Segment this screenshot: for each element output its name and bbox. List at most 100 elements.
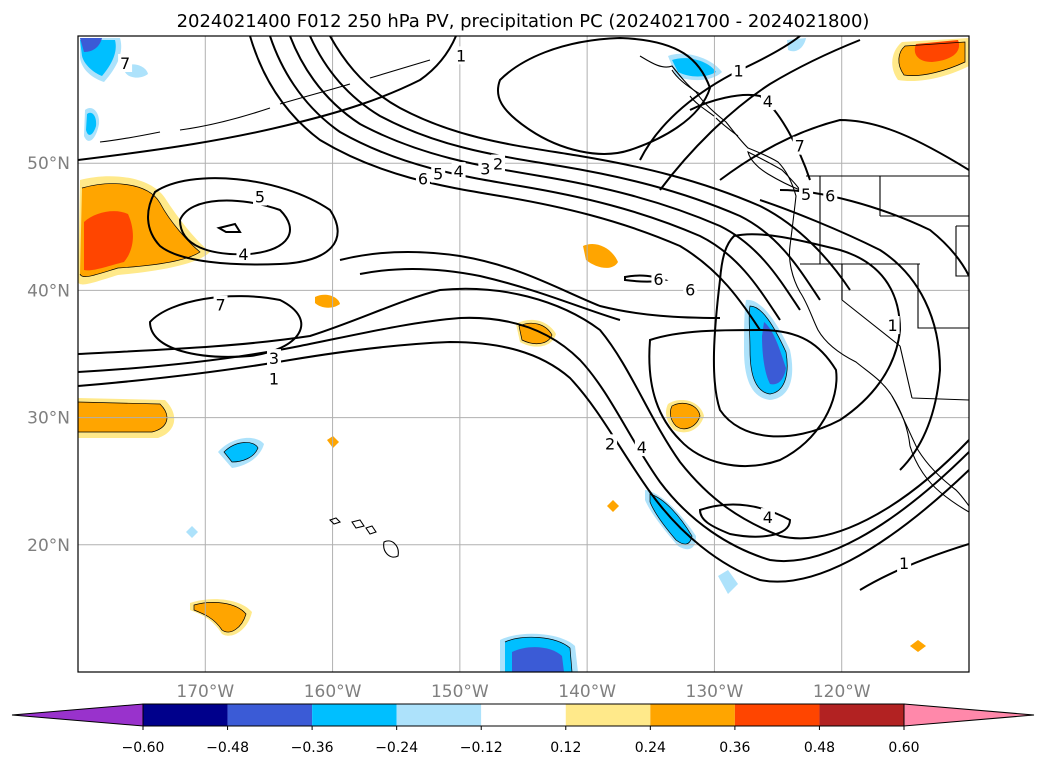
x-tick-label: 160°W (304, 682, 362, 702)
precip-anomaly-positive (583, 243, 618, 268)
pv-contour (249, 36, 761, 331)
contour-label-bg (897, 553, 912, 572)
colorbar-segment (143, 704, 228, 726)
precip-anomaly-positive (78, 402, 167, 432)
pv-contour (289, 36, 801, 311)
contour-label-bg (267, 369, 282, 388)
pv-contour (719, 118, 969, 181)
contour-label-bg (683, 280, 698, 299)
precip-outline (518, 322, 553, 345)
contour-label-bg (792, 136, 807, 155)
colorbar-tick-label: 0.60 (888, 740, 919, 756)
pv-contour (78, 340, 969, 583)
latitude-tick-labels: 50°N 40°N 30°N 20°N (27, 154, 70, 556)
contour-label: 1 (888, 316, 898, 335)
pv-contour (216, 222, 242, 233)
precip-anomaly-negative (186, 526, 198, 538)
pv-contour (329, 36, 851, 291)
precip-outline (78, 401, 168, 433)
contour-label: 7 (120, 54, 130, 73)
contour-label-bg (731, 61, 746, 80)
colorbar-tick-label: −0.48 (206, 740, 249, 756)
pv-contour (147, 177, 339, 266)
contour-label-bg (118, 53, 133, 72)
colorbar-segment (227, 704, 313, 726)
precip-anomaly-negative (224, 442, 258, 462)
precip-outline (898, 41, 966, 76)
contour-label-bg (885, 316, 900, 335)
precip-anomaly-positive (607, 500, 619, 512)
pv-contour (339, 250, 721, 319)
pv-contour (178, 199, 291, 256)
precip-outline (223, 442, 259, 463)
pv-contour (859, 543, 969, 591)
x-tick-label: 140°W (558, 682, 616, 702)
contour-label: 4 (238, 245, 248, 264)
precip-outlines (78, 41, 966, 672)
colorbar-tick-label: −0.12 (460, 740, 503, 756)
colorbar-segment (734, 704, 820, 726)
pv-contour (759, 199, 942, 471)
precip-anomaly-positive (914, 40, 960, 62)
precip-anomaly-positive (315, 294, 340, 308)
colorbar-segment (819, 704, 904, 726)
precip-outline (79, 183, 201, 277)
contour-label: 4 (763, 92, 773, 111)
contour-label-bg (451, 162, 466, 181)
colorbar-extend-high (903, 703, 1035, 727)
contour-label-bg (478, 159, 493, 178)
chart-title: 2024021400 F012 250 hPa PV, precipitatio… (177, 11, 870, 32)
contour-label: 7 (215, 296, 225, 315)
pv-contour (659, 39, 861, 191)
pv-contour (712, 233, 902, 438)
y-tick-label: 50°N (27, 154, 70, 174)
pv-contour (648, 328, 838, 467)
pv-contour (78, 287, 969, 540)
contour-label: 2 (493, 154, 503, 173)
precip-anomaly-negative (86, 112, 97, 135)
contour-label-bg (799, 185, 814, 203)
pv-contour (269, 36, 781, 321)
precip-anomaly-positive (670, 403, 700, 429)
contour-label-bg (236, 244, 251, 263)
contour-label-bg (603, 434, 618, 453)
pv-contour (698, 503, 792, 538)
colorbar-extend-low (11, 703, 144, 727)
x-tick-label: 170°W (176, 682, 234, 702)
colorbar-tick-label: 0.36 (719, 740, 750, 756)
contour-label: 3 (269, 349, 279, 368)
colorbar-tick-label: 0.24 (635, 740, 666, 756)
precip-outline (649, 493, 693, 545)
colorbar-segment (312, 704, 397, 726)
contour-label-bg (760, 508, 775, 527)
colorbar-tick-label: 0.12 (550, 740, 581, 756)
hawaii-islands (328, 517, 399, 558)
precip-outline (670, 402, 701, 430)
pv-contour (359, 267, 621, 321)
contour-label: 6 (685, 280, 695, 299)
contour-label: 5 (255, 188, 265, 207)
colorbar-segment (565, 704, 651, 726)
precip-anomaly-negative (80, 38, 102, 52)
x-tick-label: 120°W (813, 682, 871, 702)
precip-anomaly-positive (519, 323, 552, 344)
contour-label: 1 (734, 62, 744, 81)
colorbar-segment (481, 704, 566, 726)
contour-label: 5 (801, 185, 811, 204)
contour-label: 5 (433, 165, 443, 184)
colorbar-tick-label: −0.24 (375, 740, 418, 756)
pv-contour (78, 316, 969, 562)
colorbar-tick-label: −0.36 (291, 740, 334, 756)
colorbar: −0.60 −0.48 −0.36 −0.24 −0.12 0.12 0.24 0.36 0.4… (11, 703, 1035, 756)
pv-contours (78, 36, 969, 591)
contour-label: 6 (653, 270, 663, 289)
x-tick-label: 130°W (686, 682, 744, 702)
contour-label: 6 (825, 186, 835, 205)
pv-contour (496, 36, 712, 155)
y-tick-label: 40°N (27, 281, 70, 301)
colorbar-tick-label: 0.48 (804, 740, 835, 756)
contour-label-bg (213, 295, 228, 314)
map-frame (77, 35, 970, 673)
